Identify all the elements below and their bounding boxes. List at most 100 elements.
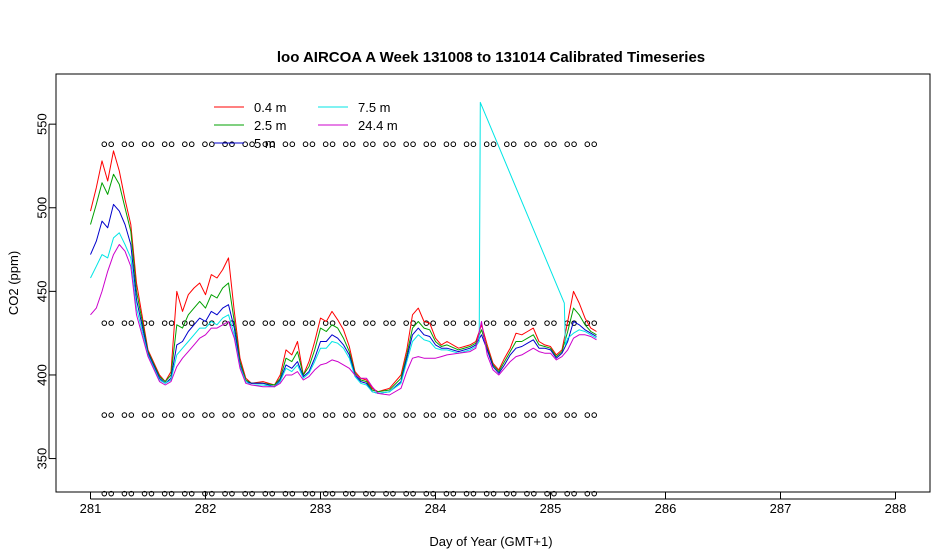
calibration-marker [571,141,577,148]
legend-label: 24.4 m [358,118,398,133]
calibration-marker [329,141,336,148]
calibration-marker [269,490,276,497]
calibration-marker [121,320,128,326]
y-tick-label: 450 [35,281,50,303]
calibration-marker [242,141,248,148]
calibration-marker [262,412,269,418]
calibration-marker [483,141,490,148]
legend-label: 0.4 m [254,100,287,115]
x-tick-label: 284 [425,501,447,516]
calibration-marker [222,412,228,418]
calibration-marker [309,412,316,418]
calibration-marker [161,412,168,418]
calibration-marker [349,490,356,497]
calibration-marker [531,412,537,418]
calibration-marker [121,412,128,418]
calibration-marker [128,320,135,326]
series-line-0-4-m [90,150,597,393]
calibration-marker [262,490,269,497]
calibration-marker [551,141,557,148]
calibration-marker [229,141,235,148]
calibration-marker [161,320,168,326]
calibration-marker [161,141,168,148]
calibration-marker [423,412,430,418]
calibration-marker [510,320,517,326]
calibration-marker [531,141,537,148]
calibration-marker [108,490,114,497]
calibration-marker [121,490,128,497]
calibration-marker [450,320,457,326]
x-tick-label: 283 [310,501,332,516]
calibration-marker [182,412,188,418]
calibration-marker [544,320,550,326]
x-tick-label: 288 [885,501,907,516]
calibration-marker [470,490,477,497]
calibration-marker [390,412,396,418]
calibration-marker [222,320,228,326]
calibration-marker [141,141,148,148]
calibration-marker [564,412,570,418]
calibration-marker [262,320,269,326]
calibration-marker [544,412,550,418]
calibration-marker [249,490,255,497]
calibration-marker [148,320,155,326]
y-axis-title: CO2 (ppm) [6,251,21,315]
calibration-marker [584,320,591,326]
calibration-marker [322,412,329,418]
calibration-marker [269,141,276,148]
calibration-marker [483,490,490,497]
calibration-marker [222,490,228,497]
calibration-marker [302,141,309,148]
calibration-marker [329,412,336,418]
calibration-marker [591,320,598,326]
calibration-marker [591,490,598,497]
calibration-marker [269,320,276,326]
calibration-marker [544,490,550,497]
calibration-marker [383,141,389,148]
calibration-marker [101,320,108,326]
calibration-marker [470,412,477,418]
calibration-marker [289,412,296,418]
calibration-marker [141,412,148,418]
calibration-marker [343,412,349,418]
y-tick-label: 500 [35,197,50,219]
calibration-marker [182,141,188,148]
calibration-marker [524,141,530,148]
calibration-marker [182,490,188,497]
calibration-marker [108,320,114,326]
calibration-marker [168,490,175,497]
calibration-marker [584,412,591,418]
calibration-marker [510,490,517,497]
calibration-marker [309,320,316,326]
calibration-marker [463,141,470,148]
calibration-marker [282,490,289,497]
x-tick-label: 281 [80,501,102,516]
calibration-marker [128,141,135,148]
series-line-2-5-m [90,173,597,393]
calibration-marker [591,141,598,148]
calibration-marker [551,490,557,497]
calibration-marker [390,141,396,148]
calibration-marker [551,412,557,418]
calibration-marker [370,490,376,497]
calibration-marker [370,320,376,326]
calibration-marker [490,320,497,326]
calibration-marker [188,412,195,418]
x-tick-label: 285 [540,501,562,516]
calibration-marker [490,490,497,497]
calibration-marker [121,141,128,148]
calibration-marker [363,320,369,326]
calibration-marker [222,141,228,148]
calibration-marker [551,320,557,326]
calibration-marker [544,141,550,148]
calibration-marker [403,412,409,418]
calibration-marker [101,490,108,497]
calibration-marker [148,490,155,497]
calibration-marker [188,320,195,326]
x-tick-label: 282 [195,501,217,516]
calibration-marker [168,412,175,418]
calibration-marker [249,141,255,148]
plot-frame [55,73,931,493]
calibration-markers [101,141,598,497]
